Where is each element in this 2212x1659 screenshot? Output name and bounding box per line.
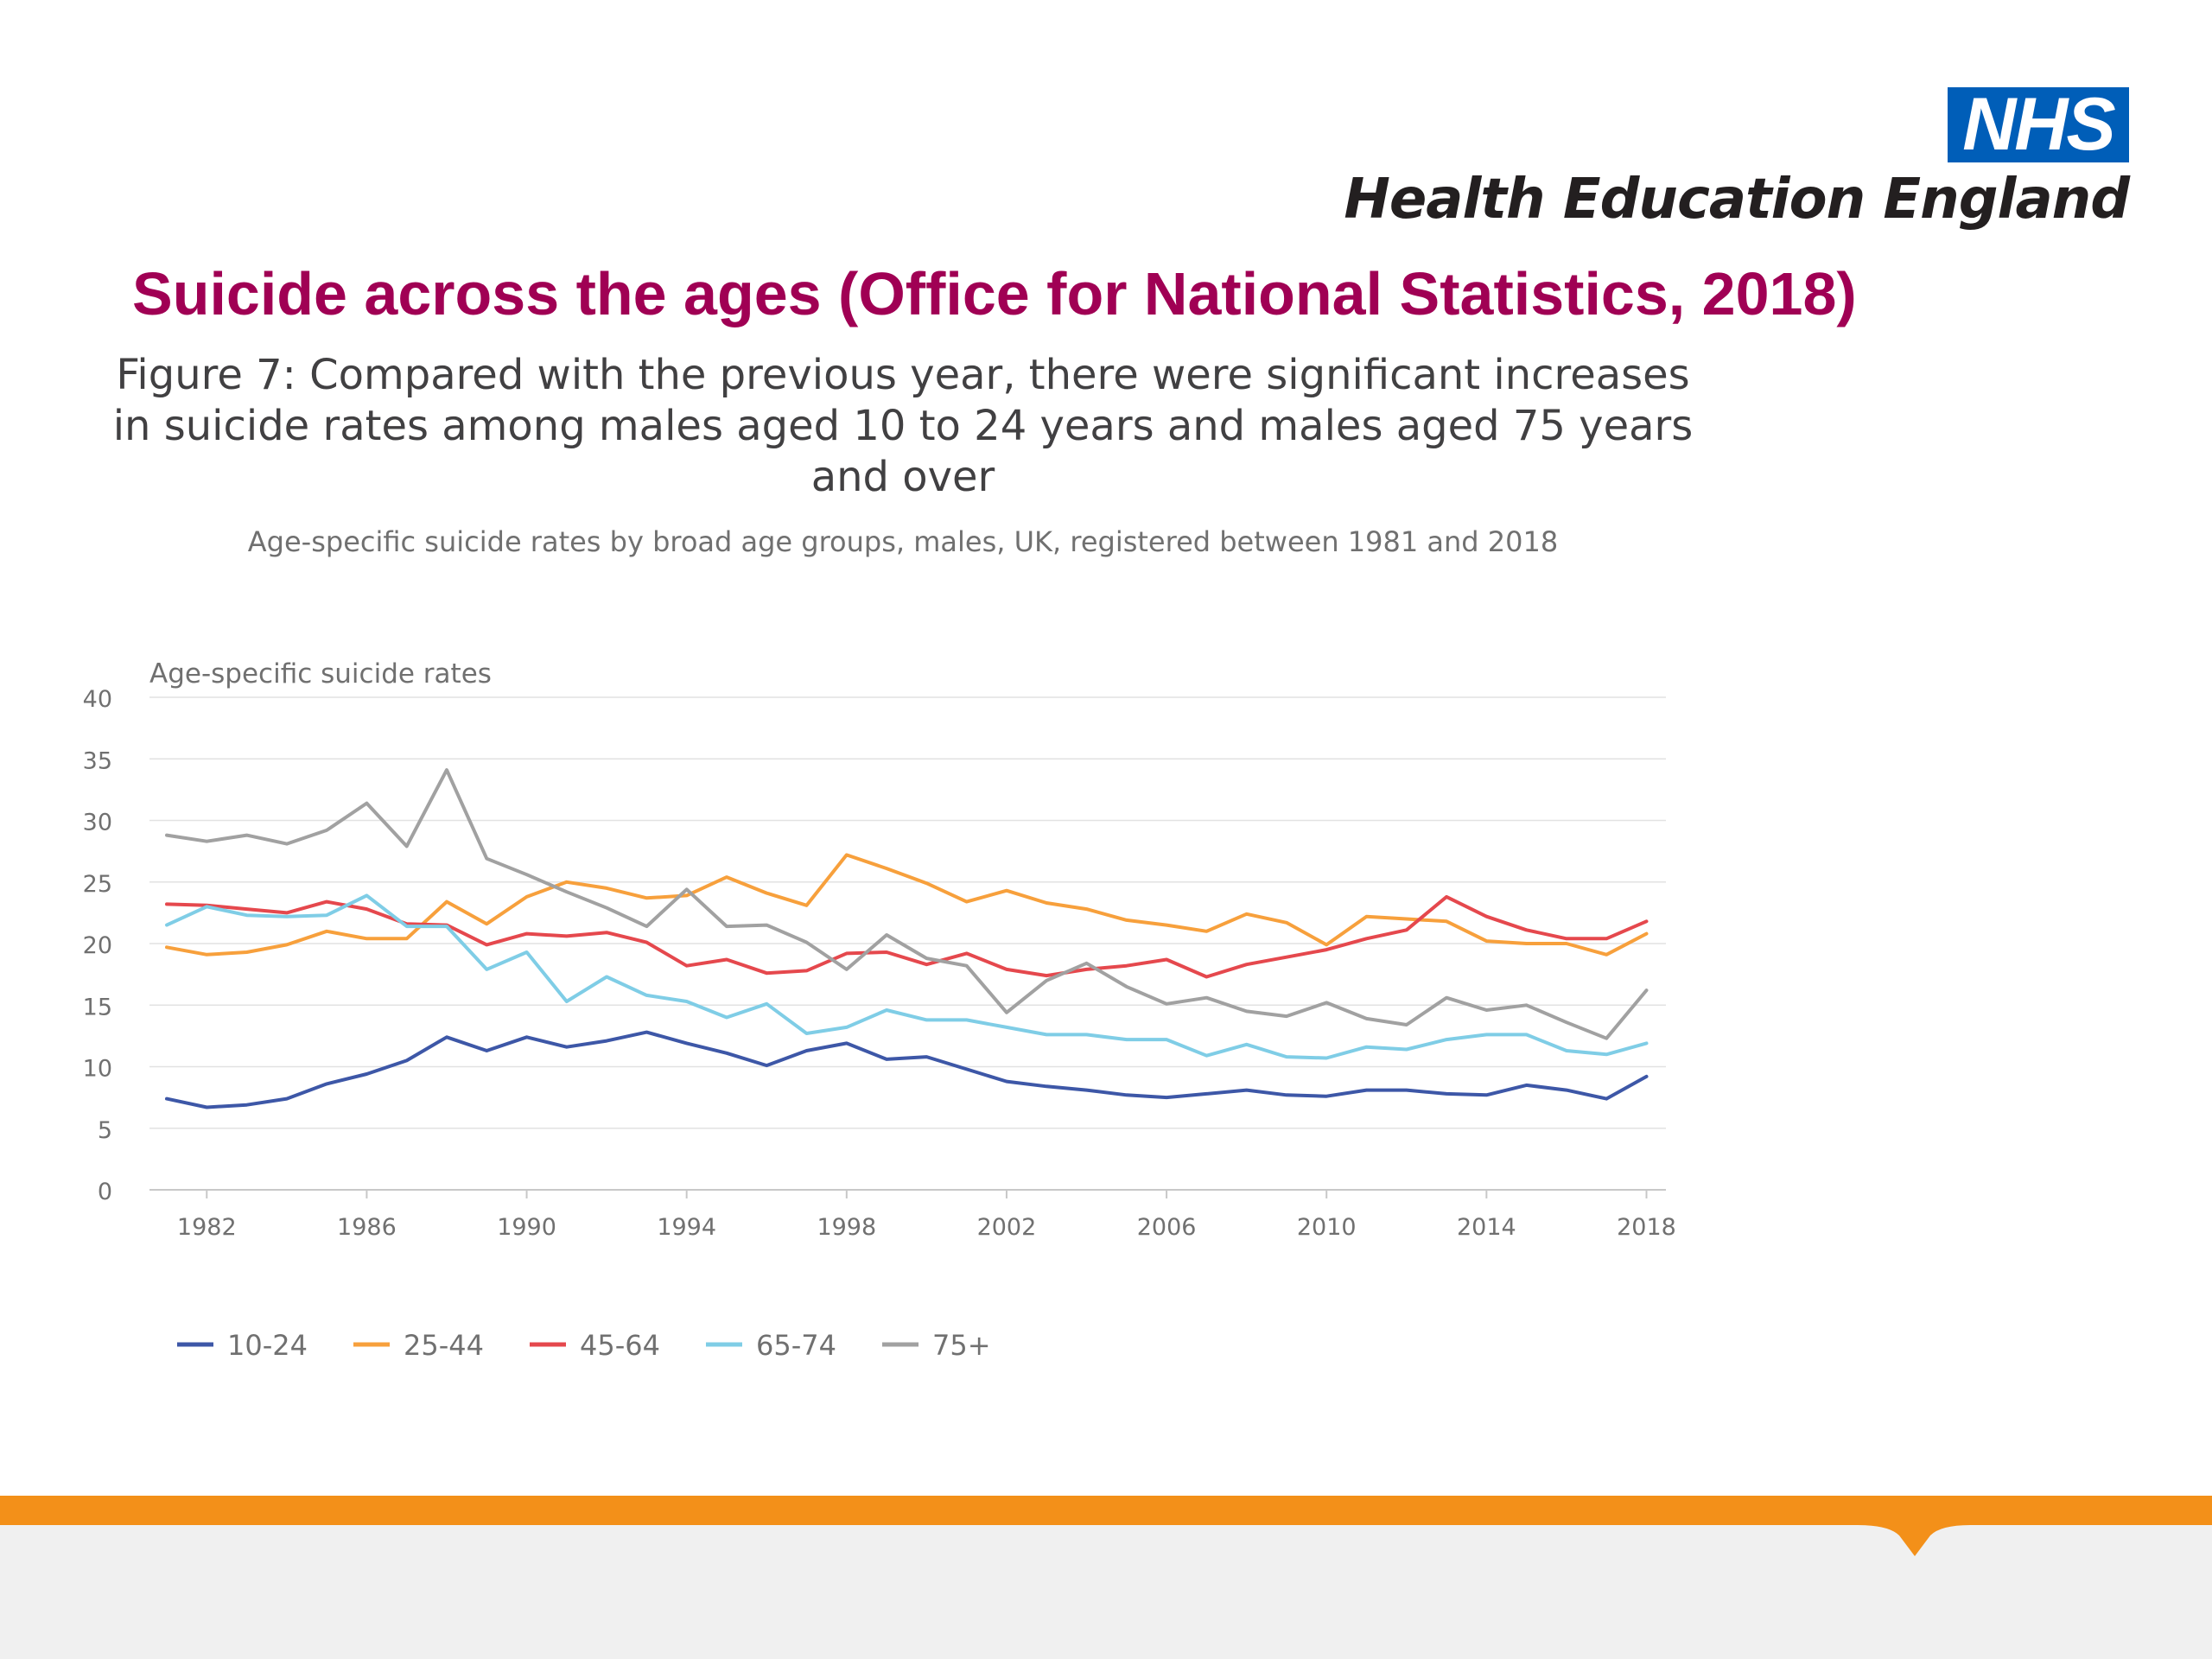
y-tick-label: 25 bbox=[83, 871, 112, 898]
legend-item-10-24: 10-24 bbox=[177, 1329, 308, 1362]
y-axis-ticks: 0 5 10 15 20 25 30 35 40 bbox=[83, 686, 112, 1205]
x-tick-label: 2006 bbox=[1137, 1214, 1197, 1241]
footer-background bbox=[0, 1525, 2212, 1659]
footer-notch bbox=[1858, 1525, 1970, 1556]
legend-item-65-74: 65-74 bbox=[706, 1329, 836, 1362]
x-tick-label: 1994 bbox=[657, 1214, 716, 1241]
x-axis-ticks: 1982 1986 1990 1994 1998 2002 2006 2010 2014 2018 bbox=[177, 1190, 1676, 1241]
line-chart: 0 5 10 15 20 25 30 35 40 1982 1986 1990 1994 1998 200… bbox=[83, 658, 1676, 1362]
x-tick-label: 1982 bbox=[177, 1214, 237, 1241]
series-line-45-64 bbox=[165, 894, 1649, 979]
legend-label: 25-44 bbox=[404, 1329, 484, 1362]
chart-series bbox=[165, 768, 1649, 1109]
y-tick-label: 0 bbox=[98, 1179, 112, 1205]
legend-label: 75+ bbox=[932, 1329, 991, 1362]
y-tick-label: 30 bbox=[83, 810, 112, 836]
series-line-10-24 bbox=[165, 1030, 1649, 1109]
y-tick-label: 10 bbox=[83, 1056, 112, 1083]
legend-label: 45-64 bbox=[580, 1329, 660, 1362]
y-tick-label: 35 bbox=[83, 747, 112, 774]
chart-legend: 10-24 25-44 45-64 65-74 75+ bbox=[177, 1329, 991, 1362]
series-line-65-74 bbox=[165, 893, 1649, 1060]
series-line-75+ bbox=[165, 768, 1649, 1040]
y-tick-label: 20 bbox=[83, 932, 112, 959]
y-tick-label: 40 bbox=[83, 686, 112, 713]
legend-item-75+: 75+ bbox=[882, 1329, 991, 1362]
footer-orange-bar bbox=[0, 1496, 2212, 1525]
x-tick-label: 1986 bbox=[337, 1214, 397, 1241]
legend-item-45-64: 45-64 bbox=[530, 1329, 660, 1362]
legend-label: 65-74 bbox=[756, 1329, 836, 1362]
x-tick-label: 2010 bbox=[1297, 1214, 1357, 1241]
organisation-name: Health Education England bbox=[1344, 168, 2130, 232]
y-tick-label: 5 bbox=[98, 1117, 112, 1144]
series-line-25-44 bbox=[165, 853, 1649, 957]
x-tick-label: 2002 bbox=[977, 1214, 1037, 1241]
x-tick-label: 2014 bbox=[1457, 1214, 1516, 1241]
y-axis-label: Age-specific suicide rates bbox=[149, 658, 492, 690]
slide-title: Suicide across the ages (Office for Nati… bbox=[132, 260, 1857, 327]
legend-label: 10-24 bbox=[227, 1329, 308, 1362]
chart-gridlines bbox=[149, 696, 1666, 1191]
x-tick-label: 2018 bbox=[1617, 1214, 1676, 1241]
x-tick-label: 1998 bbox=[817, 1214, 876, 1241]
figure-title: Figure 7: Compared with the previous yea… bbox=[112, 351, 1694, 501]
nhs-logo: NHS bbox=[1948, 87, 2129, 162]
figure-subtitle: Age-specific suicide rates by broad age … bbox=[247, 525, 1559, 558]
legend-item-25-44: 25-44 bbox=[353, 1329, 484, 1362]
y-tick-label: 15 bbox=[83, 994, 112, 1020]
x-tick-label: 1990 bbox=[497, 1214, 556, 1241]
